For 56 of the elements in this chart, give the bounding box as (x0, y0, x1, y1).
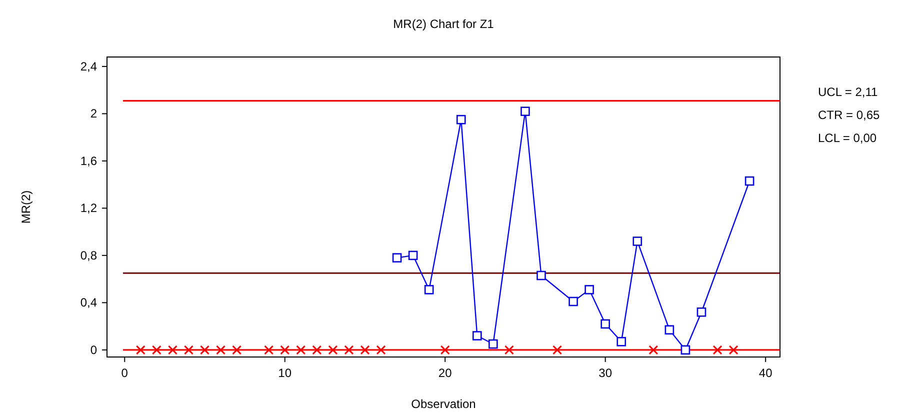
point (536, 270, 546, 280)
point (504, 345, 514, 355)
chart-title: MR(2) Chart for Z1 (393, 17, 494, 31)
point (616, 336, 626, 346)
y-tick-label: 0 (90, 342, 98, 357)
point (216, 345, 226, 355)
y-axis-title: MR(2) (19, 190, 33, 224)
x-tick-label: 30 (598, 366, 612, 380)
point (232, 345, 242, 355)
point (648, 345, 658, 355)
point (328, 345, 338, 355)
point (488, 339, 498, 349)
y-tick-label: 1,6 (80, 154, 98, 168)
point (696, 307, 706, 317)
point (568, 296, 578, 306)
point (520, 106, 530, 116)
point (344, 345, 354, 355)
point (424, 285, 434, 294)
x-tick-label: 20 (438, 366, 452, 380)
text: UCL = 2,11 (818, 85, 878, 99)
point (312, 345, 322, 355)
point (728, 345, 738, 355)
point (184, 345, 194, 355)
y-tick-label: 0,4 (80, 296, 98, 310)
point (360, 345, 370, 355)
point (664, 325, 674, 334)
point (136, 345, 146, 355)
y-tick-label: 2 (90, 106, 98, 121)
point (456, 114, 466, 124)
x-axis-title: Observation (411, 397, 476, 411)
point (600, 319, 610, 329)
y-tick-label: 2,4 (80, 59, 98, 74)
point (552, 345, 562, 355)
point (376, 345, 386, 355)
point (744, 176, 754, 186)
point (152, 345, 162, 355)
point (264, 345, 274, 355)
point (296, 345, 306, 355)
y-tick-label: 1,2 (80, 201, 98, 216)
point (200, 345, 210, 355)
text: CTR = 0,65 (818, 108, 880, 122)
point (712, 345, 722, 355)
point (440, 345, 450, 355)
x-tick-label: 0 (121, 366, 128, 380)
x-tick-label: 10 (278, 366, 292, 380)
x-tick-label: 40 (758, 366, 773, 380)
point (392, 253, 402, 262)
point (680, 345, 690, 355)
point (584, 285, 594, 294)
point (472, 331, 482, 340)
text: LCL = 0,00 (818, 131, 877, 145)
point (632, 236, 642, 246)
point (408, 250, 418, 260)
y-tick-label: 0,8 (80, 248, 98, 262)
point (280, 345, 290, 355)
point (168, 345, 178, 355)
